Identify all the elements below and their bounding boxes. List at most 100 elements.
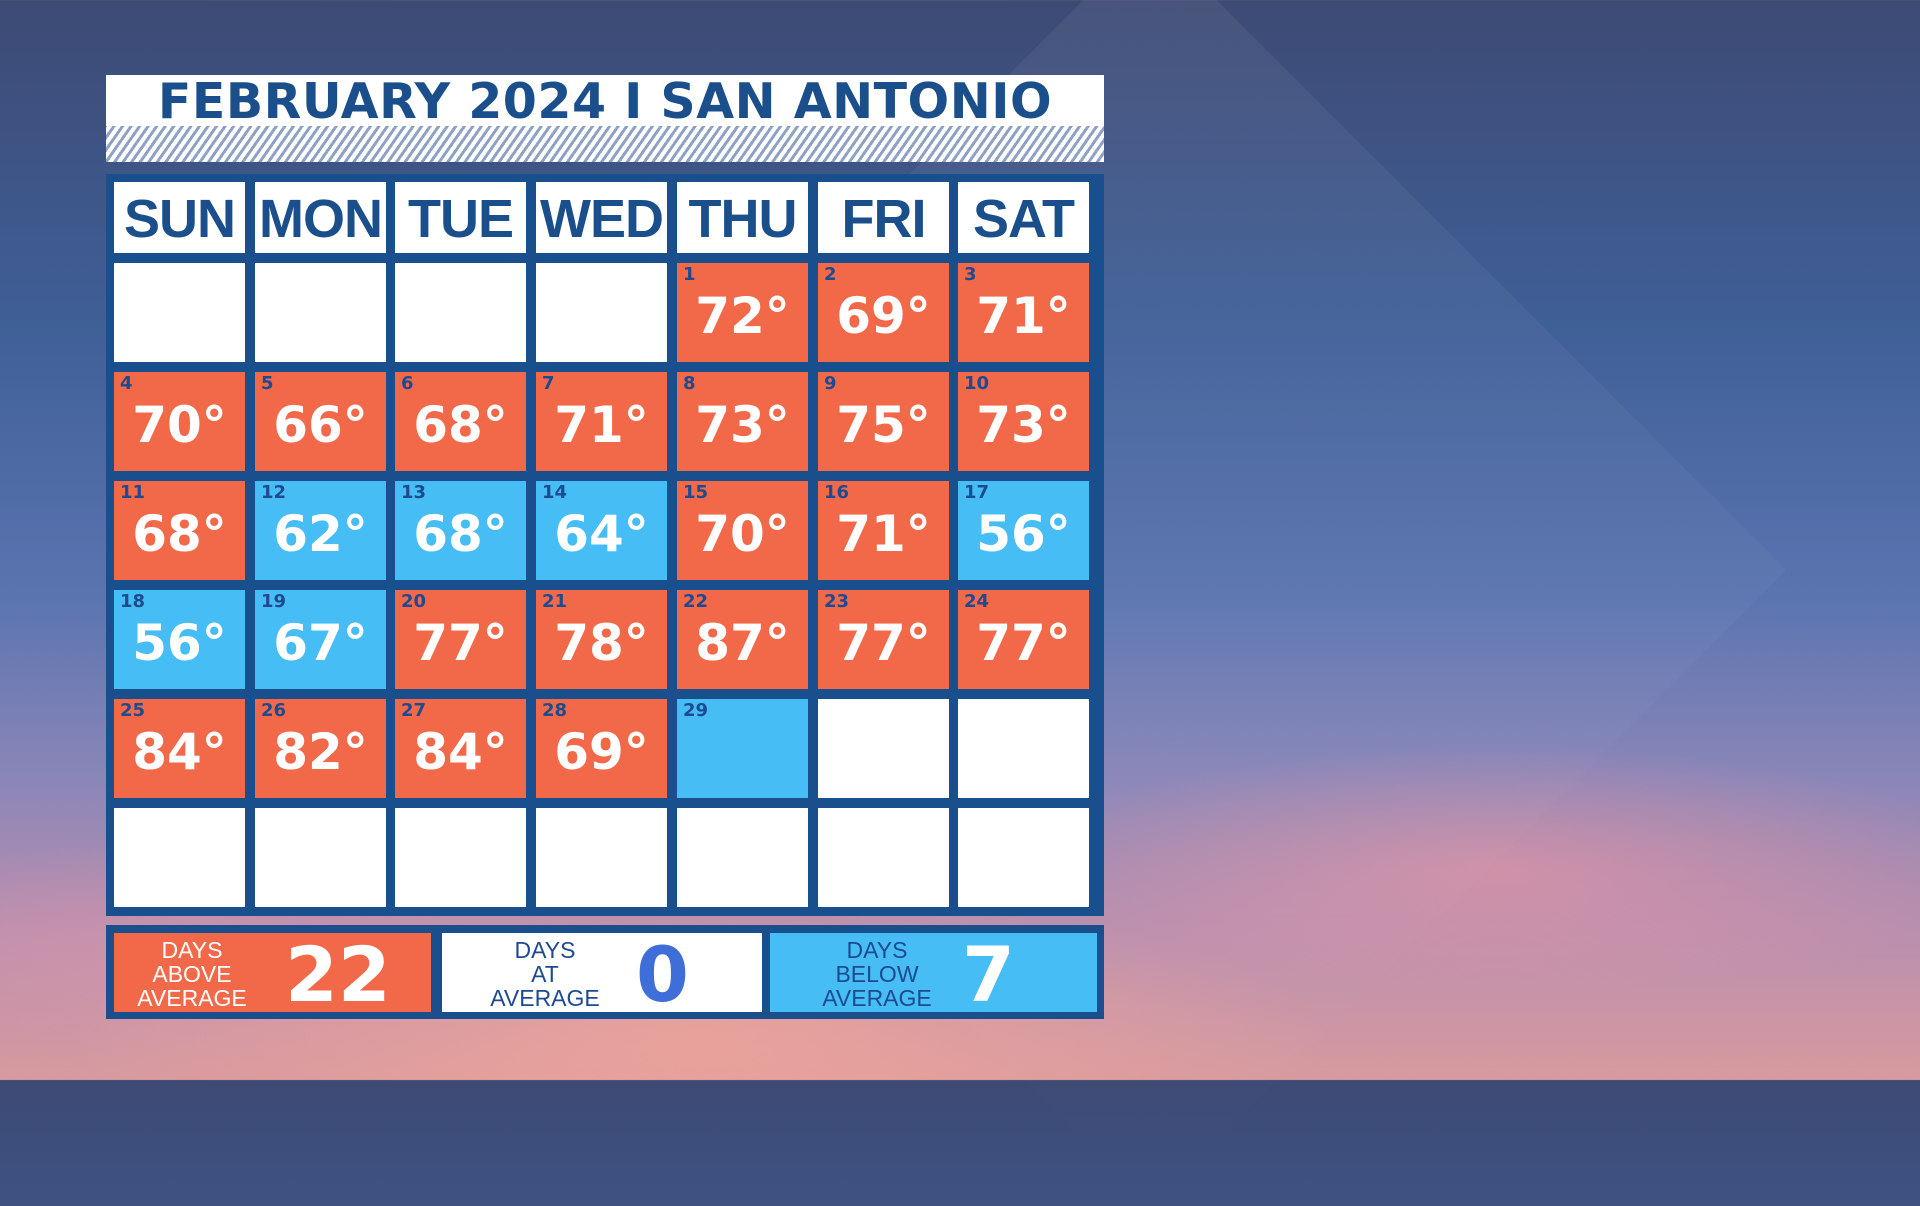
day-cell-24: 24 77° (958, 590, 1089, 689)
day-high-temp: 84° (132, 723, 227, 781)
day-number: 22 (683, 591, 709, 612)
weekday-header-wed: WED (536, 182, 667, 253)
day-number: 1 (683, 264, 696, 285)
day-cell-3: 3 71° (958, 263, 1089, 362)
day-cell-8: 8 73° (677, 372, 808, 471)
day-cell-29: 29 (677, 699, 808, 798)
day-number: 2 (824, 264, 837, 285)
day-number: 13 (401, 482, 427, 503)
day-cell-27: 27 84° (395, 699, 526, 798)
day-high-temp: 71° (976, 287, 1071, 345)
day-high-temp: 67° (273, 614, 368, 672)
day-high-temp: 66° (273, 396, 368, 454)
summary-above-value: 22 (285, 930, 391, 1019)
day-number: 18 (120, 591, 146, 612)
day-number: 10 (964, 373, 990, 394)
empty-day-cell (114, 263, 245, 362)
empty-day-cell (114, 808, 245, 907)
day-number: 23 (824, 591, 850, 612)
day-high-temp: 87° (695, 614, 790, 672)
day-high-temp: 78° (554, 614, 649, 672)
empty-day-cell (255, 808, 386, 907)
day-number: 19 (261, 591, 287, 612)
day-number: 21 (542, 591, 568, 612)
day-number: 20 (401, 591, 427, 612)
summary-below-label: DAYS BELOW AVERAGE (802, 938, 952, 1010)
day-cell-28: 28 69° (536, 699, 667, 798)
summary-at-value: 0 (636, 930, 689, 1019)
day-high-temp: 71° (554, 396, 649, 454)
title-banner: FEBRUARY 2024 I SAN ANTONIO (106, 75, 1104, 162)
day-high-temp: 73° (976, 396, 1071, 454)
day-high-temp: 56° (976, 505, 1071, 563)
day-cell-16: 16 71° (818, 481, 949, 580)
day-number: 27 (401, 700, 427, 721)
day-cell-22: 22 87° (677, 590, 808, 689)
empty-day-cell (818, 808, 949, 907)
day-high-temp: 70° (132, 396, 227, 454)
summary-above-label-line: DAYS (161, 937, 223, 963)
day-high-temp: 68° (413, 396, 508, 454)
day-number: 12 (261, 482, 287, 503)
day-number: 24 (964, 591, 990, 612)
day-number: 16 (824, 482, 850, 503)
day-cell-1: 1 72° (677, 263, 808, 362)
empty-day-cell (536, 808, 667, 907)
day-number: 11 (120, 482, 146, 503)
day-cell-2: 2 69° (818, 263, 949, 362)
day-cell-11: 11 68° (114, 481, 245, 580)
day-cell-6: 6 68° (395, 372, 526, 471)
day-cell-17: 17 56° (958, 481, 1089, 580)
day-number: 4 (120, 373, 133, 394)
summary-bar: DAYS ABOVE AVERAGE 22 DAYS AT AVERAGE 0 … (106, 925, 1104, 1019)
day-cell-13: 13 68° (395, 481, 526, 580)
day-number: 6 (401, 373, 414, 394)
summary-above-label-line: AVERAGE (137, 985, 247, 1011)
day-number: 17 (964, 482, 990, 503)
day-high-temp: 73° (695, 396, 790, 454)
summary-below-label-line: AVERAGE (822, 985, 932, 1011)
day-high-temp: 68° (413, 505, 508, 563)
day-high-temp: 82° (273, 723, 368, 781)
weekday-header-fri: FRI (818, 182, 949, 253)
summary-below: DAYS BELOW AVERAGE 7 (770, 933, 1097, 1017)
day-number: 15 (683, 482, 709, 503)
empty-day-cell (536, 263, 667, 362)
summary-below-label-line: DAYS (846, 937, 908, 963)
empty-day-cell (958, 808, 1089, 907)
day-number: 29 (683, 700, 709, 721)
day-cell-7: 7 71° (536, 372, 667, 471)
day-high-temp: 56° (132, 614, 227, 672)
day-cell-10: 10 73° (958, 372, 1089, 471)
day-high-temp: 77° (836, 614, 931, 672)
empty-day-cell (255, 263, 386, 362)
empty-day-cell (395, 808, 526, 907)
day-number: 25 (120, 700, 146, 721)
weekday-header-tue: TUE (395, 182, 526, 253)
summary-at: DAYS AT AVERAGE 0 (442, 930, 762, 1019)
empty-day-cell (677, 808, 808, 907)
day-number: 8 (683, 373, 696, 394)
weekday-header-sun: SUN (114, 182, 245, 253)
day-cell-14: 14 64° (536, 481, 667, 580)
day-high-temp: 64° (554, 505, 649, 563)
day-high-temp: 69° (554, 723, 649, 781)
day-cell-4: 4 70° (114, 372, 245, 471)
day-cell-9: 9 75° (818, 372, 949, 471)
calendar-grid: SUN MON TUE WED THU FRI SAT 1 72° 2 69° 3 71° 4 70° 5 66… (106, 174, 1104, 916)
summary-at-label: DAYS AT AVERAGE (470, 938, 620, 1010)
weekday-header-thu: THU (677, 182, 808, 253)
summary-above-label-line: ABOVE (152, 961, 232, 987)
summary-at-label-line: AVERAGE (490, 985, 600, 1011)
day-number: 28 (542, 700, 568, 721)
title-stripes (106, 126, 1104, 162)
day-number: 3 (964, 264, 977, 285)
page-title: FEBRUARY 2024 I SAN ANTONIO (157, 73, 1053, 130)
day-high-temp: 69° (836, 287, 931, 345)
day-high-temp: 72° (695, 287, 790, 345)
summary-at-label-line: DAYS (514, 937, 576, 963)
day-cell-15: 15 70° (677, 481, 808, 580)
summary-below-label-line: BELOW (835, 961, 919, 987)
day-high-temp: 68° (132, 505, 227, 563)
day-high-temp: 77° (976, 614, 1071, 672)
